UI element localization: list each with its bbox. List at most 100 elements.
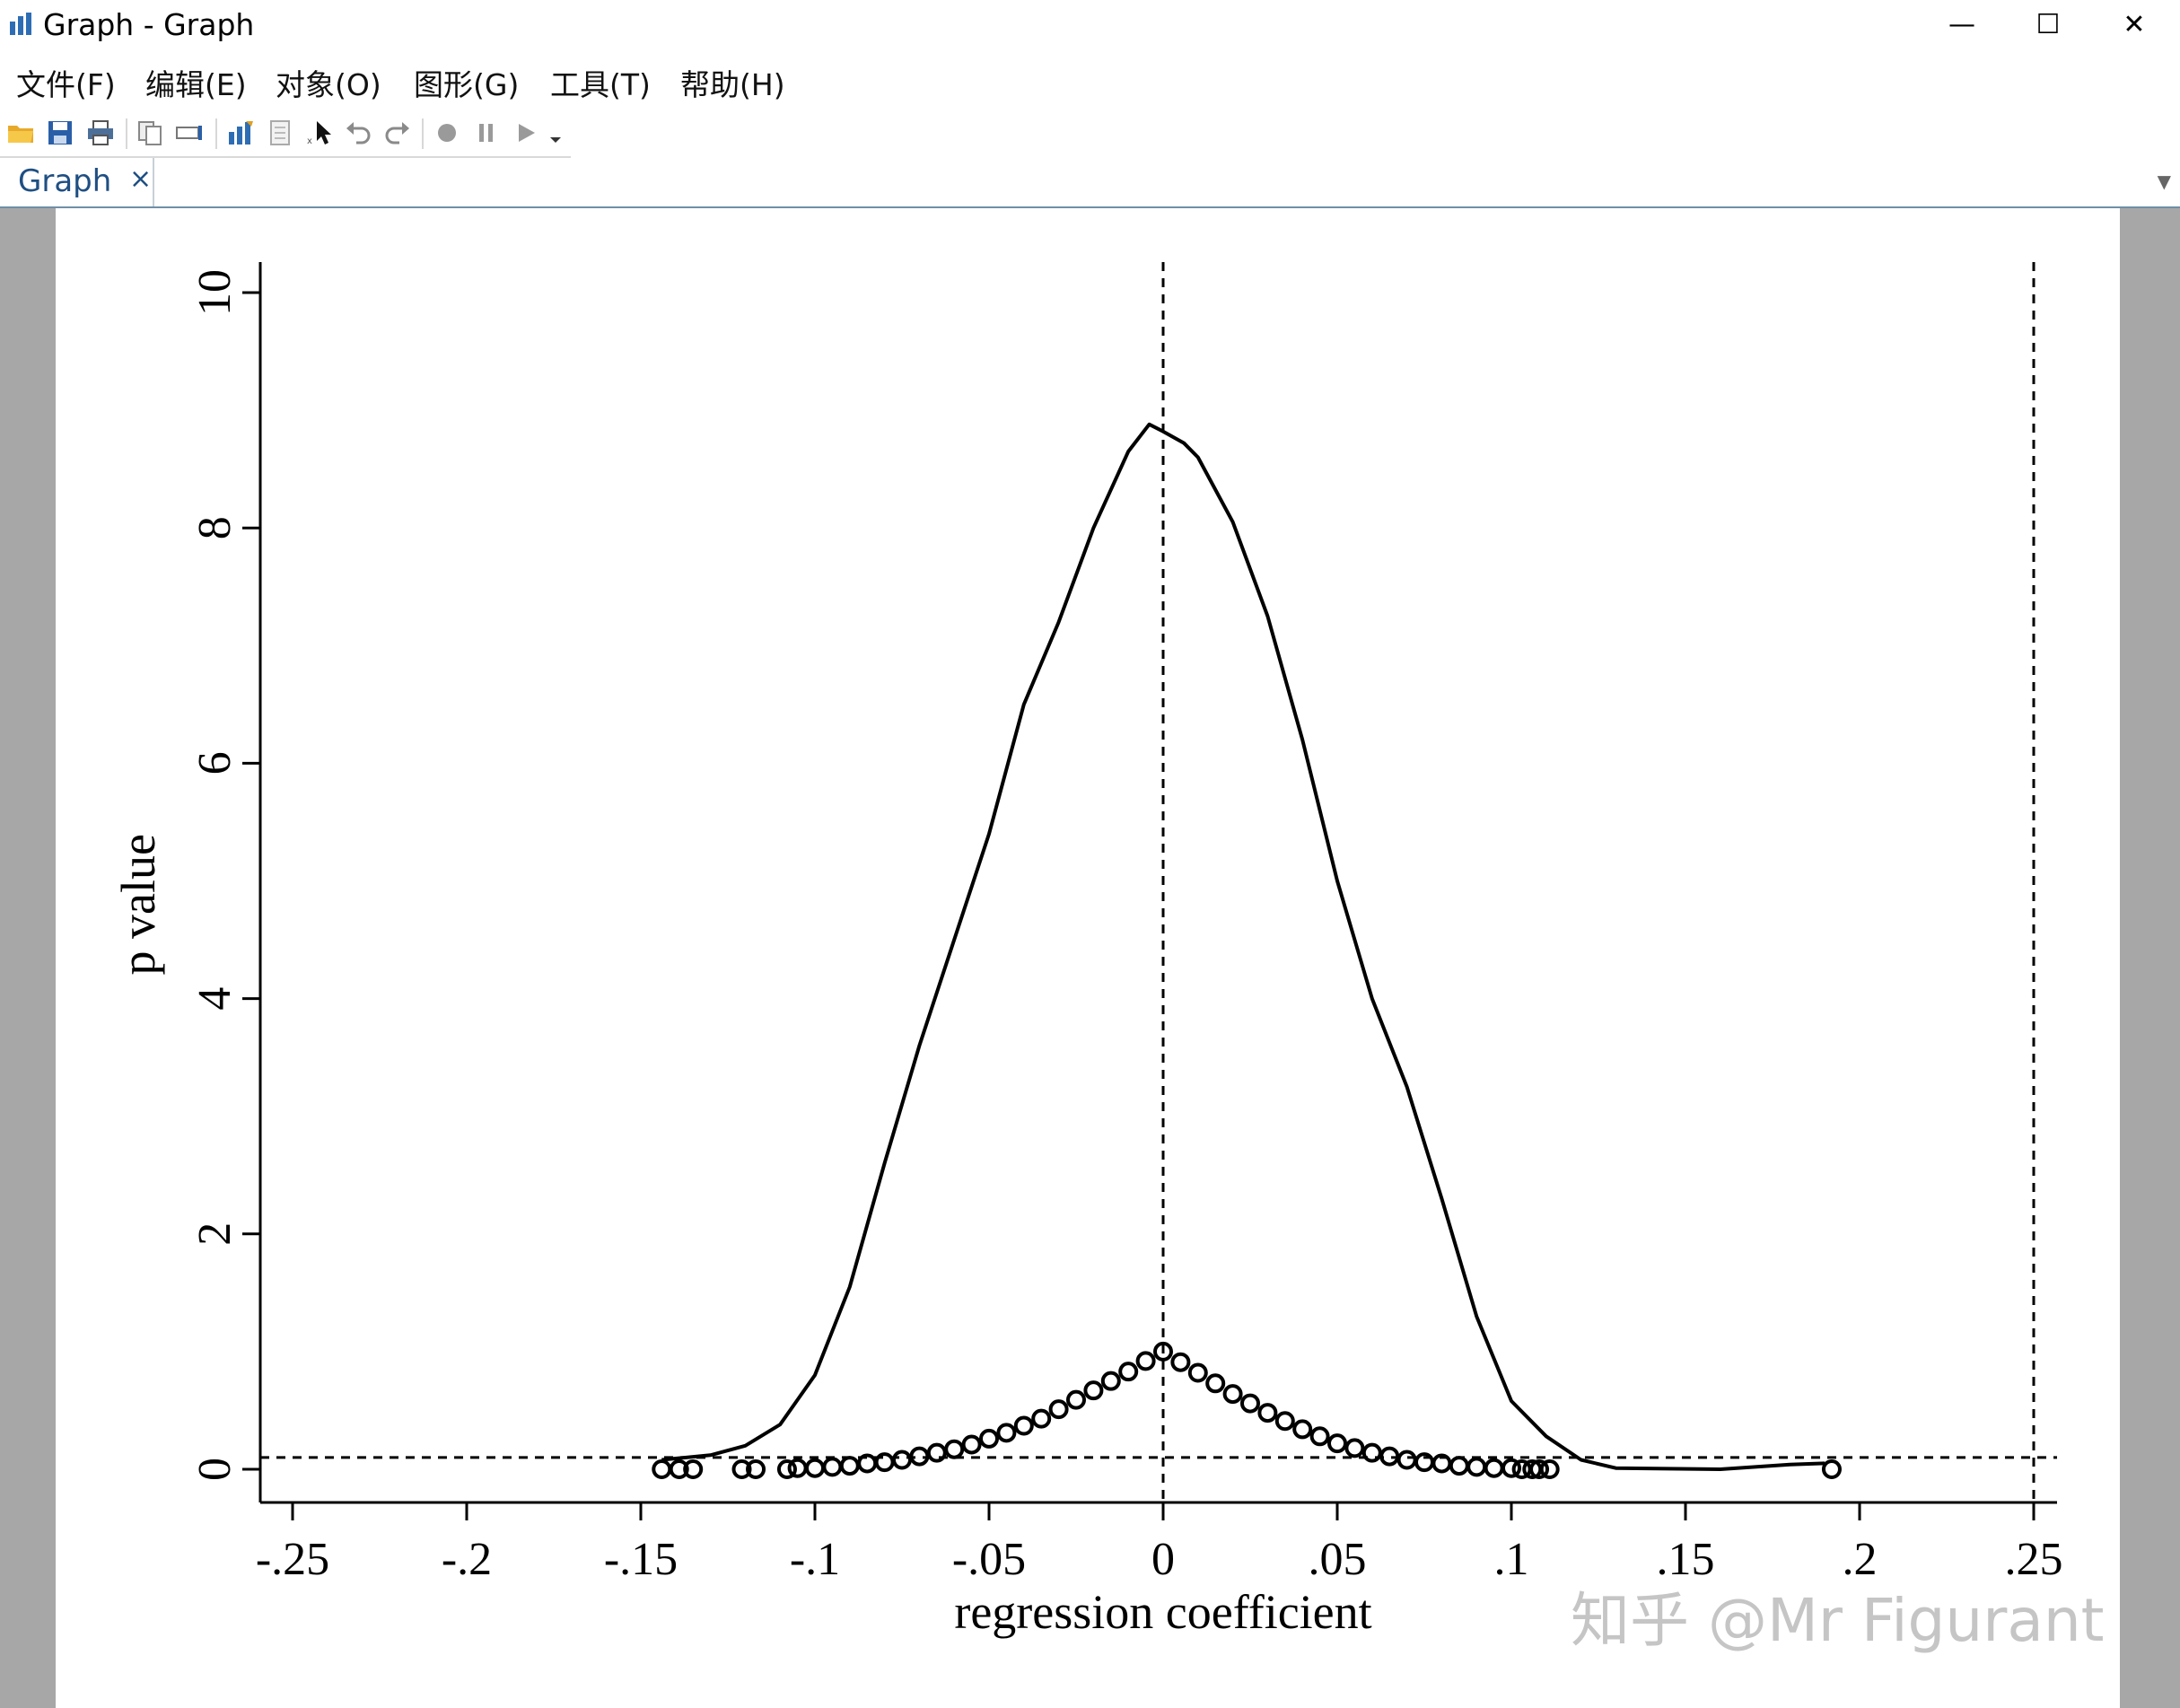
copy-icon[interactable] <box>133 109 167 156</box>
menu-bar: 文件(F) 编辑(E) 对象(O) 图形(G) 工具(T) 帮助(H) <box>0 56 2180 108</box>
document-tab-strip: Graph × ▼ <box>0 158 2180 208</box>
x-tick-label: -.1 <box>790 1534 840 1585</box>
x-tick-label: 0 <box>1151 1534 1175 1585</box>
scatter-point <box>652 1459 672 1479</box>
menu-edit[interactable]: 编辑(E) <box>145 67 247 102</box>
tab-graph[interactable]: Graph × <box>0 158 154 206</box>
y-tick-label: 6 <box>189 751 241 775</box>
scatter-point <box>1539 1459 1560 1479</box>
scatter-point <box>1222 1384 1243 1405</box>
menu-object[interactable]: 对象(O) <box>276 67 381 102</box>
scatter-point <box>961 1434 982 1455</box>
scatter-point <box>1031 1408 1052 1429</box>
pointer-icon[interactable]: x <box>302 109 337 156</box>
density-curve <box>661 422 1825 1471</box>
scatter-point <box>1484 1458 1504 1478</box>
play-icon[interactable] <box>508 109 544 156</box>
scatter-point <box>944 1439 965 1459</box>
x-tick-label: .2 <box>1843 1534 1878 1585</box>
scatter-point <box>1135 1351 1156 1371</box>
scatter-point <box>1529 1459 1550 1479</box>
scatter-point <box>1501 1458 1521 1478</box>
open-folder-icon[interactable] <box>4 109 38 156</box>
scatter-point <box>787 1458 808 1478</box>
save-icon[interactable] <box>43 109 77 156</box>
dropdown-icon[interactable] <box>544 109 567 156</box>
scatter-point <box>731 1459 752 1479</box>
y-tick-label: 10 <box>189 269 241 316</box>
scatter-point <box>1821 1459 1842 1479</box>
close-window-button[interactable]: ✕ <box>2091 0 2177 48</box>
y-tick-label: 4 <box>189 987 241 1011</box>
tab-close-icon[interactable]: × <box>129 163 153 195</box>
graph-plot: 0 2 4 6 8 10 -.25 -.2 -.15 -.1 -.05 0 .05 .1 .15 .2 .25 r… <box>111 262 2063 1639</box>
y-tick-label: 2 <box>189 1222 241 1246</box>
menu-help[interactable]: 帮助(H) <box>680 67 785 102</box>
redo-icon[interactable] <box>381 109 415 156</box>
menu-tools[interactable]: 工具(T) <box>550 67 651 102</box>
scatter-point <box>979 1428 999 1449</box>
scatter-point <box>839 1456 860 1476</box>
scatter-point <box>1449 1456 1469 1476</box>
scatter-point <box>857 1453 878 1474</box>
scatter-point <box>822 1457 843 1477</box>
scatter-point <box>996 1423 1017 1443</box>
graph-editor-icon[interactable] <box>223 109 258 156</box>
scatter-point <box>1100 1371 1121 1391</box>
minimize-icon: — <box>1948 8 1975 40</box>
y-tick-label: 0 <box>189 1458 241 1481</box>
x-tick-label: -.05 <box>952 1534 1026 1585</box>
scatter-point <box>1309 1426 1330 1447</box>
scatter-point <box>776 1459 797 1479</box>
scatter-point <box>1396 1450 1417 1470</box>
print-icon[interactable] <box>83 109 118 156</box>
scatter-point <box>874 1452 895 1473</box>
y-tick-label: 8 <box>189 516 241 539</box>
minimize-button[interactable]: — <box>1919 0 2005 48</box>
scatter-point <box>746 1459 766 1479</box>
scatter-point <box>1153 1341 1173 1362</box>
scatter-point <box>1013 1415 1034 1436</box>
x-tick-label: .1 <box>1494 1534 1529 1585</box>
maximize-button[interactable]: ☐ <box>2005 0 2091 48</box>
x-tick-label: -.15 <box>604 1534 678 1585</box>
scatter-point <box>926 1442 947 1463</box>
undo-icon[interactable] <box>341 109 375 156</box>
scatter-point <box>669 1459 689 1479</box>
data-editor-icon[interactable] <box>264 109 296 156</box>
tab-label: Graph <box>18 163 112 199</box>
x-tick-label: -.25 <box>256 1534 329 1585</box>
graph-app-icon <box>10 13 31 35</box>
y-axis-title: p value <box>111 834 165 975</box>
scatter-point <box>1327 1433 1347 1454</box>
x-tick-label: -.2 <box>442 1534 492 1585</box>
menu-file[interactable]: 文件(F) <box>16 67 116 102</box>
rename-icon[interactable] <box>172 109 208 156</box>
scatter-point <box>1292 1419 1313 1440</box>
scatter-point <box>1257 1403 1278 1423</box>
window-title: Graph - Graph <box>43 7 255 42</box>
x-tick-label: .25 <box>2005 1534 2063 1585</box>
graph-canvas[interactable]: 0 2 4 6 8 10 -.25 -.2 -.15 -.1 -.05 0 .05 .1 .15 .2 .25 r… <box>56 208 2120 1708</box>
x-axis-title: regression coefficient <box>954 1585 1371 1639</box>
svg-text:x: x <box>307 136 312 146</box>
scatter-point <box>1187 1362 1208 1383</box>
scatter-point <box>1083 1380 1104 1401</box>
pause-icon[interactable] <box>468 109 504 156</box>
scatter-point <box>1240 1393 1260 1414</box>
record-icon[interactable] <box>429 109 465 156</box>
scatter-point <box>1048 1399 1069 1420</box>
tab-list-dropdown-icon[interactable]: ▼ <box>2157 171 2171 192</box>
maximize-icon: ☐ <box>2036 8 2061 40</box>
scatter-point <box>1466 1457 1487 1477</box>
scatter-point <box>892 1450 912 1470</box>
scatter-point <box>1344 1438 1365 1458</box>
title-bar: Graph - Graph — ☐ ✕ <box>0 0 2180 50</box>
scatter-point <box>1066 1389 1086 1410</box>
scatter-point <box>909 1446 930 1467</box>
menu-graph[interactable]: 图形(G) <box>414 67 520 102</box>
scatter-point <box>1205 1373 1226 1394</box>
watermark-text: 知乎 @Mr Figurant <box>1571 1586 2105 1655</box>
scatter-point <box>1118 1362 1139 1382</box>
scatter-point <box>1379 1446 1400 1467</box>
